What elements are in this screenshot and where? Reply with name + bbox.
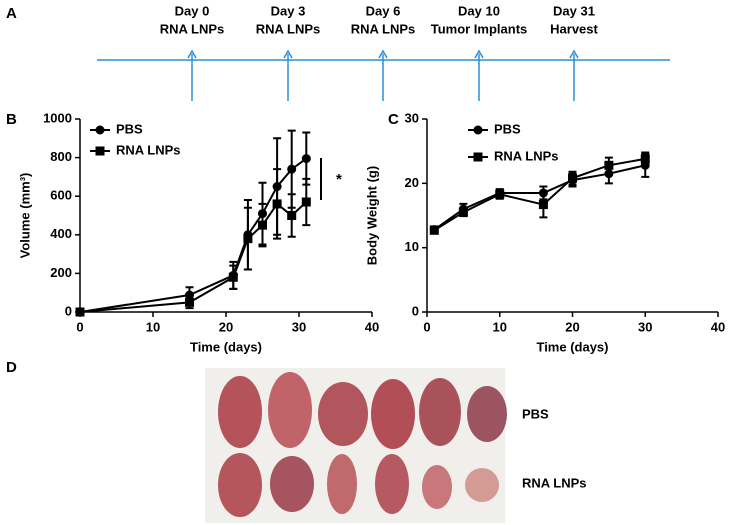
legend-label: RNA LNPs — [494, 148, 559, 163]
x-tick-label: 40 — [365, 319, 379, 334]
tumor — [327, 454, 357, 514]
data-point — [458, 207, 468, 217]
x-tick-label: 30 — [292, 319, 306, 334]
legend-marker — [95, 125, 105, 135]
y-axis-title: Body Weight (g) — [364, 166, 379, 265]
data-point — [495, 189, 505, 199]
timeline-day: Day 0 — [175, 3, 210, 18]
timeline-day: Day 31 — [553, 3, 595, 18]
tumor — [465, 468, 499, 502]
data-point — [301, 154, 311, 164]
legend-marker — [473, 152, 483, 162]
timeline-day: Day 3 — [271, 3, 306, 18]
data-point — [243, 234, 253, 244]
data-point — [228, 272, 238, 282]
legend-marker — [95, 146, 105, 156]
data-point — [538, 200, 548, 210]
data-point — [604, 160, 614, 170]
timeline-label: Tumor Implants — [431, 21, 528, 36]
arrow-head — [569, 49, 579, 59]
y-tick-label: 600 — [50, 188, 72, 203]
legend-label: PBS — [494, 121, 521, 136]
y-axis-title: Volume (mm³) — [17, 173, 32, 259]
x-tick-label: 20 — [219, 319, 233, 334]
data-point — [429, 225, 439, 235]
arrow-head — [187, 49, 197, 59]
x-axis-title: Time (days) — [536, 339, 608, 354]
y-tick-label: 1000 — [43, 110, 72, 125]
tumor — [422, 465, 452, 509]
legend-label: RNA LNPs — [116, 142, 181, 157]
data-point — [568, 173, 577, 183]
series-line — [433, 164, 646, 231]
panel-letter: A — [6, 5, 17, 22]
y-tick-label: 800 — [50, 149, 72, 164]
arrow-head — [474, 49, 484, 59]
data-point — [258, 220, 267, 230]
timeline-label: RNA LNPs — [256, 21, 321, 36]
y-tick-label: 400 — [50, 226, 72, 241]
panel-letter: B — [6, 111, 17, 128]
x-tick-label: 10 — [146, 319, 160, 334]
x-tick-label: 0 — [76, 319, 83, 334]
arrow-head — [283, 49, 293, 59]
timeline-day: Day 6 — [366, 3, 401, 18]
tumor — [375, 454, 409, 514]
tumor — [318, 382, 368, 446]
legend-label: PBS — [116, 121, 143, 136]
y-tick-label: 0 — [65, 303, 72, 318]
data-point — [640, 154, 650, 164]
x-tick-label: 20 — [565, 319, 579, 334]
photo — [205, 368, 507, 523]
legend-marker — [473, 125, 483, 135]
timeline-day: Day 10 — [458, 3, 500, 18]
x-tick-label: 40 — [711, 319, 725, 334]
tumor — [218, 376, 262, 448]
data-point — [287, 211, 297, 220]
data-point — [272, 199, 282, 209]
x-tick-label: 30 — [638, 319, 652, 334]
timeline-label: Harvest — [550, 21, 598, 36]
tumor — [270, 456, 314, 512]
tumor — [419, 378, 461, 446]
photo-row-label: RNA LNPs — [522, 475, 587, 490]
tumor — [268, 372, 312, 448]
data-point — [287, 164, 297, 174]
y-tick-label: 30 — [405, 110, 419, 125]
timeline-label: RNA LNPs — [160, 21, 225, 36]
significance-mark: * — [336, 171, 342, 188]
x-axis-title: Time (days) — [190, 339, 262, 354]
timeline-label: RNA LNPs — [351, 21, 416, 36]
series-line — [79, 157, 307, 313]
tumor — [467, 386, 507, 442]
panel-letter: D — [6, 359, 17, 376]
y-tick-label: 20 — [405, 175, 419, 190]
x-tick-label: 10 — [493, 319, 507, 334]
data-point — [301, 197, 311, 207]
y-tick-label: 10 — [405, 239, 419, 254]
photo-row-label: PBS — [522, 406, 549, 421]
y-tick-label: 200 — [50, 265, 72, 280]
tumor — [371, 379, 415, 449]
y-tick-label: 0 — [412, 303, 419, 318]
tumor — [218, 453, 262, 517]
data-point — [185, 297, 194, 307]
arrow-head — [378, 49, 388, 59]
panel-letter: C — [388, 111, 399, 128]
data-point — [75, 307, 85, 317]
x-tick-label: 0 — [423, 319, 430, 334]
